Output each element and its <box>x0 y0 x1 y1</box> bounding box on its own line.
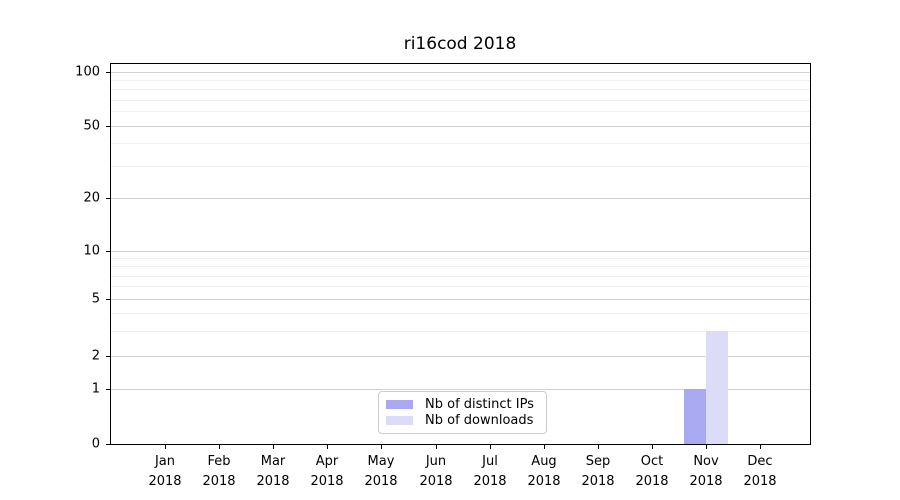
ytick-label-0: 0 <box>91 436 100 452</box>
gridline-minor-y-7 <box>110 276 810 277</box>
axis-spine-bottom <box>110 444 811 445</box>
legend-swatch-distinct-ips <box>386 400 413 410</box>
xtick-label-jun: Jun 2018 <box>406 452 466 491</box>
gridline-minor-y-90 <box>110 80 810 81</box>
xtick-month: Jun <box>425 454 447 469</box>
xtick-month: Jan <box>154 454 176 469</box>
xtick-mark-jun <box>436 445 437 449</box>
gridline-major-y-5 <box>110 299 810 300</box>
axis-spine-left <box>110 63 111 445</box>
ytick-mark-2 <box>106 356 110 357</box>
xtick-mark-apr <box>327 445 328 449</box>
xtick-label-aug: Aug 2018 <box>514 452 574 491</box>
legend-swatch-downloads <box>386 415 413 425</box>
ytick-mark-100 <box>106 72 110 73</box>
xtick-month: Oct <box>640 454 664 469</box>
gridline-minor-y-4 <box>110 313 810 314</box>
xtick-mark-nov <box>706 445 707 449</box>
xtick-label-nov: Nov 2018 <box>676 452 736 491</box>
axis-spine-right <box>810 63 811 445</box>
gridline-minor-y-60 <box>110 111 810 112</box>
gridline-minor-y-8 <box>110 266 810 267</box>
xtick-month: Apr <box>315 454 339 469</box>
xtick-year: 2018 <box>581 473 615 489</box>
xtick-label-apr: Apr 2018 <box>297 452 357 491</box>
xtick-label-dec: Dec 2018 <box>730 452 790 491</box>
xtick-mark-dec <box>760 445 761 449</box>
gridline-major-y-50 <box>110 126 810 127</box>
xtick-label-mar: Mar 2018 <box>243 452 303 491</box>
xtick-year: 2018 <box>364 473 398 489</box>
gridline-minor-y-70 <box>110 100 810 101</box>
xtick-label-may: May 2018 <box>351 452 411 491</box>
xtick-label-sep: Sep 2018 <box>568 452 628 491</box>
plot-area <box>110 63 810 444</box>
legend-label-downloads: Nb of downloads <box>425 412 534 428</box>
ytick-mark-50 <box>106 126 110 127</box>
xtick-label-jan: Jan 2018 <box>135 452 195 491</box>
ytick-label-10: 10 <box>83 243 100 259</box>
ytick-mark-20 <box>106 198 110 199</box>
gridline-major-y-10 <box>110 251 810 252</box>
xtick-mark-oct <box>652 445 653 449</box>
gridline-major-y-2 <box>110 356 810 357</box>
xtick-mark-jan <box>165 445 166 449</box>
xtick-label-jul: Jul 2018 <box>460 452 520 491</box>
xtick-month: Mar <box>260 454 286 469</box>
xtick-month: Aug <box>531 454 557 469</box>
ytick-label-1: 1 <box>91 381 100 397</box>
chart-title: ri16cod 2018 <box>403 34 517 54</box>
axis-spine-top <box>110 63 811 64</box>
gridline-minor-y-30 <box>110 166 810 167</box>
xtick-year: 2018 <box>419 473 453 489</box>
xtick-mark-sep <box>598 445 599 449</box>
bar-nov-nb-of-downloads <box>706 331 728 444</box>
xtick-year: 2018 <box>743 473 777 489</box>
ytick-label-50: 50 <box>83 118 100 134</box>
xtick-year: 2018 <box>527 473 561 489</box>
xtick-month: Nov <box>693 454 719 469</box>
xtick-label-feb: Feb 2018 <box>189 452 249 491</box>
xtick-mark-feb <box>219 445 220 449</box>
ytick-mark-1 <box>106 389 110 390</box>
ytick-mark-0 <box>106 444 110 445</box>
ytick-label-20: 20 <box>83 190 100 206</box>
gridline-major-y-20 <box>110 198 810 199</box>
xtick-mark-may <box>381 445 382 449</box>
xtick-month: Sep <box>585 454 611 469</box>
xtick-month: Jul <box>482 454 498 469</box>
xtick-year: 2018 <box>473 473 507 489</box>
gridline-minor-y-6 <box>110 286 810 287</box>
gridline-major-y-100 <box>110 72 810 73</box>
gridline-minor-y-9 <box>110 258 810 259</box>
ytick-mark-5 <box>106 299 110 300</box>
xtick-year: 2018 <box>689 473 723 489</box>
xtick-year: 2018 <box>310 473 344 489</box>
xtick-mark-mar <box>273 445 274 449</box>
xtick-month: Feb <box>207 454 231 469</box>
xtick-mark-jul <box>490 445 491 449</box>
xtick-month: Dec <box>747 454 773 469</box>
xtick-year: 2018 <box>148 473 182 489</box>
ytick-label-2: 2 <box>91 348 100 364</box>
ytick-label-100: 100 <box>75 64 100 80</box>
xtick-year: 2018 <box>635 473 669 489</box>
legend: Nb of distinct IPs Nb of downloads <box>378 391 547 434</box>
xtick-year: 2018 <box>256 473 290 489</box>
xtick-month: May <box>367 454 395 469</box>
gridline-minor-y-80 <box>110 89 810 90</box>
legend-label-distinct-ips: Nb of distinct IPs <box>425 397 534 413</box>
xtick-label-oct: Oct 2018 <box>622 452 682 491</box>
ytick-label-5: 5 <box>91 291 100 307</box>
legend-item-distinct-ips: Nb of distinct IPs <box>386 397 538 412</box>
bar-nov-nb-of-distinct-ips <box>684 389 706 444</box>
gridline-major-y-1 <box>110 389 810 390</box>
xtick-mark-aug <box>544 445 545 449</box>
ytick-mark-10 <box>106 251 110 252</box>
gridline-minor-y-40 <box>110 143 810 144</box>
gridline-minor-y-3 <box>110 331 810 332</box>
legend-item-downloads: Nb of downloads <box>386 413 538 428</box>
xtick-year: 2018 <box>202 473 236 489</box>
